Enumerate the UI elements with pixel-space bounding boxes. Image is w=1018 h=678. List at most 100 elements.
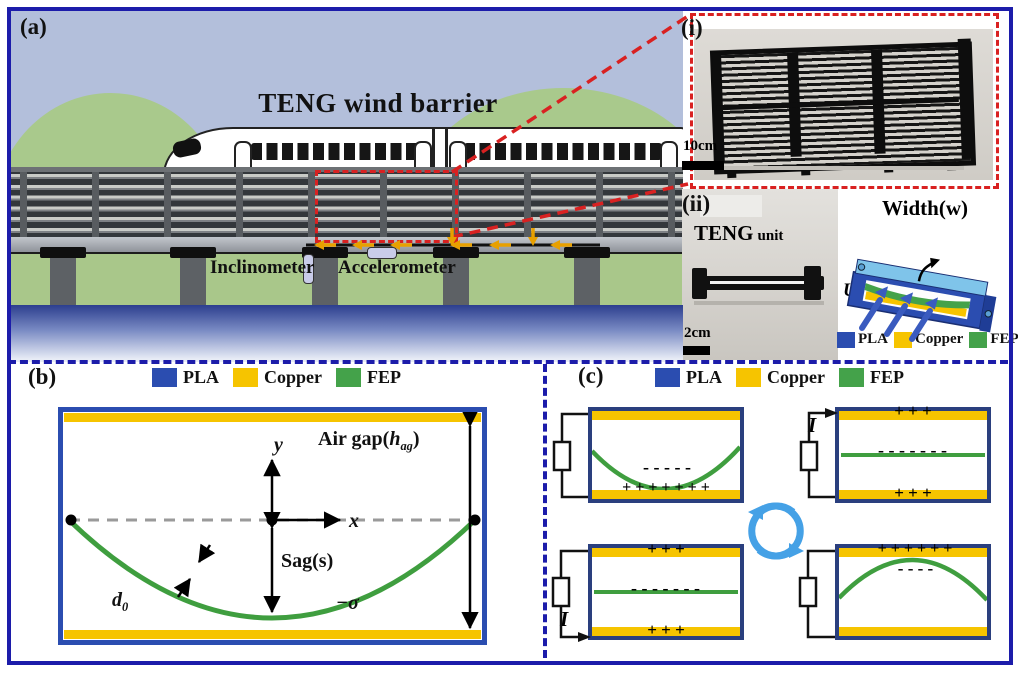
panel-b-label: (b) bbox=[28, 364, 57, 389]
panel-i-red-frame bbox=[690, 13, 999, 189]
teng-state-4 bbox=[835, 544, 991, 640]
panel-ii-scale-label: 2cm bbox=[684, 325, 711, 341]
bridge-pier bbox=[312, 256, 338, 310]
legend-swatch-pla bbox=[655, 368, 680, 387]
legend-label-copper: Copper bbox=[767, 367, 825, 387]
legend-swatch-fep bbox=[969, 331, 988, 348]
d0-label: d0 bbox=[112, 589, 128, 615]
positive-charges: + + + + + + + bbox=[622, 479, 710, 496]
legend-swatch-pla bbox=[837, 331, 855, 348]
u0-label: U0 bbox=[843, 280, 863, 305]
bridge-bearing bbox=[564, 247, 610, 258]
embankment bbox=[8, 254, 683, 314]
positive-charges: + + + bbox=[894, 401, 932, 420]
train-windows-car2 bbox=[464, 143, 662, 160]
teng-unit-shadow bbox=[694, 301, 824, 305]
legend-panel-ii: PLA Copper FEP bbox=[837, 331, 1018, 348]
negative-charges: - - - - - bbox=[643, 457, 691, 477]
train-windows-car1 bbox=[251, 143, 428, 160]
train-coupling bbox=[432, 127, 435, 179]
fep-flat bbox=[594, 590, 738, 594]
sag-label: Sag(s) bbox=[281, 550, 334, 572]
panel-i-scale-bar bbox=[682, 161, 724, 170]
positive-charges: + + + + + + bbox=[877, 540, 953, 557]
air-gap-symbol: h bbox=[389, 428, 401, 450]
fep-flat bbox=[841, 453, 985, 457]
panel-b-drawing bbox=[65, 412, 481, 630]
legend-panel-b: PLA Copper FEP bbox=[152, 367, 415, 388]
panel-a-scene: (a) TENG wind barrier Inclinometer Accel… bbox=[8, 8, 683, 362]
copper-electrode-top bbox=[592, 411, 740, 420]
copper-electrode-top bbox=[64, 413, 481, 422]
legend-swatch-copper bbox=[736, 368, 761, 387]
legend-label-pla: PLA bbox=[858, 331, 888, 347]
legend-label-pla: PLA bbox=[686, 367, 722, 387]
panel-a-label: (a) bbox=[20, 14, 47, 39]
positive-charges: + + + bbox=[894, 483, 932, 502]
panel-ii-label: (ii) bbox=[682, 191, 711, 216]
teng-unit-clamp bbox=[692, 268, 707, 299]
divider-horizontal bbox=[8, 360, 1008, 364]
copper-electrode-bottom bbox=[64, 630, 481, 639]
cycle-arrowhead bbox=[789, 543, 804, 558]
air-gap-subscript: ag bbox=[400, 439, 413, 453]
bridge-bearing bbox=[40, 247, 86, 258]
current-label: I bbox=[808, 413, 817, 437]
legend-label-copper: Copper bbox=[915, 331, 964, 347]
panel-ii-scale-bar bbox=[683, 346, 710, 355]
panel-ii-photo bbox=[682, 189, 838, 360]
width-title: Width(w) bbox=[882, 196, 968, 220]
teng-state-3 bbox=[588, 544, 744, 640]
panel-i-label: (i) bbox=[681, 15, 703, 40]
teng-unit-glint bbox=[710, 281, 810, 284]
u0-symbol: U bbox=[843, 280, 857, 301]
copper-electrode-bottom bbox=[592, 490, 740, 499]
train-coupling bbox=[445, 127, 448, 179]
legend-label-copper: Copper bbox=[264, 367, 322, 387]
bridge-pier bbox=[50, 256, 76, 310]
legend-panel-c: PLA Copper FEP bbox=[655, 367, 918, 388]
legend-swatch-pla bbox=[152, 368, 177, 387]
accelerometer-label: Accelerometer bbox=[338, 257, 456, 278]
negative-charges: - - - - - - - bbox=[631, 578, 700, 598]
legend-swatch-fep bbox=[839, 368, 864, 387]
legend-label-fep: FEP bbox=[990, 331, 1018, 347]
inclinometer-icon bbox=[303, 254, 314, 284]
positive-charges: + + + bbox=[647, 539, 685, 558]
bridge-bearing bbox=[433, 247, 479, 258]
u0-subscript: 0 bbox=[856, 290, 863, 304]
d0-symbol: d bbox=[112, 589, 122, 611]
teng-state-2 bbox=[835, 407, 991, 503]
legend-swatch-copper bbox=[233, 368, 258, 387]
positive-charges: + + + bbox=[647, 620, 685, 639]
air-gap-text: Air gap( bbox=[318, 428, 390, 450]
bridge-pier bbox=[443, 256, 469, 310]
panel-i-scale-label: 10cm bbox=[683, 138, 718, 154]
legend-label-fep: FEP bbox=[367, 367, 401, 387]
negative-charges: - - - - - - - bbox=[878, 440, 947, 460]
copper-electrode-bottom bbox=[839, 627, 987, 636]
bridge-pier bbox=[180, 256, 206, 310]
axis-y-label: y bbox=[274, 434, 283, 456]
bridge-pier bbox=[574, 256, 600, 310]
teng-unit-clamp bbox=[804, 266, 821, 300]
copper-electrode-top bbox=[839, 411, 987, 420]
inclinometer-label: Inclinometer bbox=[210, 257, 315, 278]
bridge-bearing bbox=[302, 247, 348, 258]
copper-electrode-bottom bbox=[592, 627, 740, 636]
copper-electrode-top bbox=[839, 548, 987, 557]
bridge-bearing bbox=[170, 247, 216, 258]
sigma-label: −σ bbox=[336, 592, 359, 614]
cycle-arrowhead bbox=[748, 505, 763, 520]
legend-label-fep: FEP bbox=[870, 367, 904, 387]
air-gap-close: ) bbox=[412, 428, 420, 450]
teng-state-1 bbox=[588, 407, 744, 503]
legend-swatch-fep bbox=[336, 368, 361, 387]
fep-curve-up bbox=[837, 557, 989, 602]
prototype-shadow bbox=[714, 166, 964, 170]
air-gap-label: Air gap(hag) bbox=[318, 428, 420, 454]
accelerometer-icon bbox=[367, 247, 397, 259]
current-label: I bbox=[560, 607, 569, 631]
axis-x-label: x bbox=[349, 510, 359, 532]
